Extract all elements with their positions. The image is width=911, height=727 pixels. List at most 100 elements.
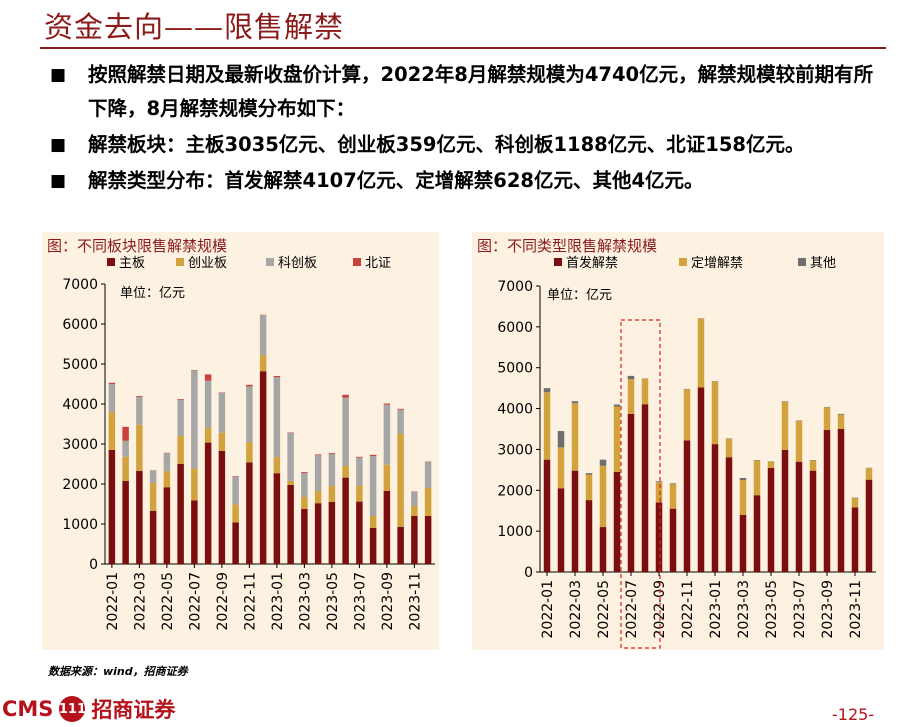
x-tick-label: 2023-07 <box>792 580 808 639</box>
bar-segment <box>424 488 432 516</box>
bullet-item: ■ 解禁类型分布：首发解禁4107亿元、定增解禁628亿元、其他4亿元。 <box>50 164 890 198</box>
bar-segment <box>149 510 157 564</box>
bar-segment <box>809 470 817 572</box>
legend-swatch <box>353 258 361 266</box>
bar-segment <box>725 438 733 458</box>
bar-segment <box>136 396 143 397</box>
bar-segment <box>397 408 404 410</box>
bar-segment <box>122 480 129 564</box>
y-tick-label: 4000 <box>62 397 98 413</box>
bar-segment <box>669 508 677 572</box>
bar-segment <box>627 379 635 414</box>
legend-swatch <box>107 258 115 266</box>
bar-segment <box>246 462 253 564</box>
bar-segment <box>543 459 551 572</box>
bar-segment <box>571 403 579 471</box>
bar-segment <box>122 456 129 481</box>
y-tick-label: 2000 <box>62 477 98 493</box>
bar-segment <box>383 403 391 405</box>
bar-segment <box>163 471 171 488</box>
bullet-text: 解禁类型分布：首发解禁4107亿元、定增解禁628亿元、其他4亿元。 <box>88 169 704 192</box>
y-tick-label: 5000 <box>497 361 533 377</box>
bar-segment <box>557 447 565 489</box>
y-tick-label: 3000 <box>62 437 98 453</box>
bar-segment <box>424 516 432 564</box>
bar-segment <box>301 472 308 473</box>
chart-panel-type: 图：不同类型限售解禁规模 首发解禁 定增解禁 其他 单位：亿元 0 1000 2000 300… <box>472 232 884 650</box>
x-tick-label: 2022-09 <box>652 580 668 639</box>
source-note: 数据来源：wind，招商证券 <box>48 665 188 678</box>
bar-segment <box>557 431 565 448</box>
bar-segment <box>753 495 761 572</box>
bar-segment <box>795 461 803 572</box>
bar-segment <box>314 454 322 456</box>
bar-segment <box>823 407 831 430</box>
bar-segment <box>108 384 116 412</box>
bar-segment <box>191 500 198 564</box>
bar-segment <box>585 473 593 475</box>
x-tick-label: 2023-03 <box>736 580 752 639</box>
bar-segment <box>641 404 649 572</box>
bar-segment <box>795 420 803 462</box>
bar-segment <box>204 374 212 381</box>
bar-segment <box>122 426 129 441</box>
bullet-item: ■ 解禁板块：主板3035亿元、创业板359亿元、科创板1188亿元、北证158… <box>50 128 890 162</box>
chart-title: 图：不同类型限售解禁规模 <box>477 237 658 255</box>
bullet-item: ■ 按照解禁日期及最新收盘价计算，2022年8月解禁规模为4740亿元，解禁规模… <box>50 58 890 126</box>
bar-segment <box>411 516 418 564</box>
bar-segment <box>369 516 377 528</box>
y-tick-label: 6000 <box>497 320 533 336</box>
legend-label: 科创板 <box>278 256 317 271</box>
bar-segment <box>273 457 281 474</box>
bar-segment <box>851 498 859 508</box>
bar-segment <box>259 315 267 356</box>
bar-segment <box>314 491 322 504</box>
bar-segment <box>411 492 418 506</box>
bar-segment <box>711 381 719 445</box>
legend-label: 北证 <box>365 256 391 271</box>
bar-segment <box>287 432 294 481</box>
bar-segment <box>809 460 817 471</box>
bar-segment <box>287 484 294 564</box>
bar-segment <box>177 436 184 464</box>
bar-segment <box>328 454 336 486</box>
x-tick-label: 2022-11 <box>680 580 696 639</box>
bar-segment <box>655 502 663 572</box>
x-tick-label: 2022-05 <box>160 572 176 631</box>
bar-segment <box>397 433 404 527</box>
bar-segment <box>383 490 391 564</box>
bar-segment <box>669 483 677 485</box>
y-tick-label: 2000 <box>497 483 533 499</box>
legend-swatch <box>798 258 806 266</box>
bullet-marker: ■ <box>50 135 67 155</box>
bar-segment <box>655 481 663 483</box>
bullet-marker: ■ <box>50 65 67 85</box>
x-tick-label: 2023-01 <box>708 580 724 639</box>
x-tick-label: 2023-11 <box>407 572 423 631</box>
bar-segment <box>232 504 239 523</box>
bar-segment <box>865 479 873 572</box>
bar-segment <box>739 478 747 481</box>
bar-segment <box>865 468 873 480</box>
x-tick-label: 2022-03 <box>568 580 584 639</box>
bar-segment <box>342 397 349 466</box>
bar-segment <box>599 527 607 572</box>
bar-segment <box>356 501 363 564</box>
bar-segment <box>753 460 761 496</box>
bar-segment <box>328 486 336 502</box>
bar-segment <box>273 377 281 458</box>
bar-segment <box>697 318 705 388</box>
bar-segment <box>711 444 719 572</box>
bar-segment <box>108 412 116 450</box>
x-tick-label: 2023-03 <box>297 572 313 631</box>
legend-swatch <box>176 258 184 266</box>
bar-segment <box>851 507 859 572</box>
bar-segment <box>314 455 322 492</box>
bullet-text: 解禁板块：主板3035亿元、创业板359亿元、科创板1188亿元、北证158亿元… <box>88 133 805 156</box>
title-divider <box>40 47 886 49</box>
bar-segment <box>369 528 377 564</box>
bar-segment <box>191 468 198 501</box>
bar-segment <box>837 429 845 572</box>
